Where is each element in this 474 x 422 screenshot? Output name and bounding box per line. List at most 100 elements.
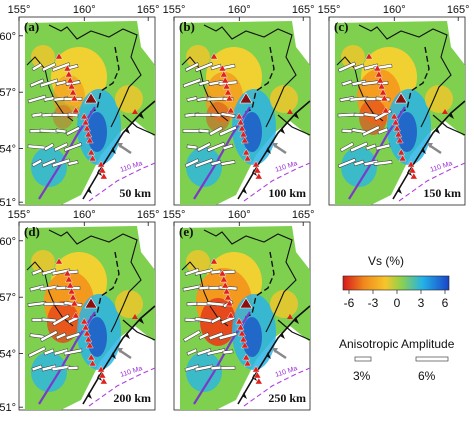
lon-tick-label: 155° xyxy=(163,209,186,221)
lon-tick-label: 155° xyxy=(318,4,341,16)
volcanoes xyxy=(210,52,263,180)
major-volcano xyxy=(239,92,253,104)
panel-label: (e) xyxy=(179,224,193,239)
lat-tick-label: 57° xyxy=(0,87,16,99)
anisotropy-swatch-3 xyxy=(354,356,372,362)
plate-motion-arrow xyxy=(118,348,132,360)
lat-tick-label: 51° xyxy=(0,402,16,414)
anisotropy-bars xyxy=(182,268,238,372)
lon-tick-label: 160° xyxy=(228,4,251,16)
aleutian-arc xyxy=(277,114,311,136)
lon-tick-label: 165° xyxy=(137,209,160,221)
anisotropy-bars xyxy=(27,268,83,372)
volcano-komandorsky xyxy=(132,314,138,319)
trench xyxy=(237,305,311,405)
lon-tick-label: 155° xyxy=(8,4,31,16)
lon-tick-label: 165° xyxy=(137,4,160,16)
lon-tick-label: 165° xyxy=(447,4,470,16)
volcano-komandorsky xyxy=(287,109,293,114)
colorbar-tick-label: 3 xyxy=(418,296,425,310)
dashed-boundary xyxy=(243,251,275,319)
colorbar: Vs (%) -6 -3 0 3 6 xyxy=(342,254,450,310)
lon-tick-label: 160° xyxy=(228,209,251,221)
panel-label: (c) xyxy=(334,19,348,34)
lat-tick-label: 51° xyxy=(0,197,16,209)
volcanoes xyxy=(55,52,108,180)
depth-label: 100 km xyxy=(268,186,306,200)
lat-tick-label: 54° xyxy=(0,349,16,361)
plate-age-line xyxy=(398,162,466,202)
aleutian-arc xyxy=(122,114,156,136)
dashed-boundary xyxy=(243,46,275,114)
colorbar-tick-label: 0 xyxy=(394,296,401,310)
lon-tick-label: 165° xyxy=(292,4,315,16)
trench xyxy=(82,305,156,405)
major-volcano xyxy=(394,92,408,104)
colorbar-scale xyxy=(342,275,450,291)
trench xyxy=(82,100,156,200)
volcanoes xyxy=(55,257,108,385)
volcanoes xyxy=(210,257,263,385)
coastline xyxy=(203,24,297,128)
plate-age-line xyxy=(88,367,156,407)
plate-age-line xyxy=(243,367,311,407)
coastline xyxy=(358,24,452,128)
anisotropy-label-3: 3% xyxy=(353,369,371,383)
volcano-komandorsky xyxy=(442,109,448,114)
major-volcano xyxy=(84,297,98,309)
colorbar-title: Vs (%) xyxy=(368,254,404,268)
dashed-boundary xyxy=(88,251,120,319)
lon-tick-label: 160° xyxy=(383,4,406,16)
depth-label: 250 km xyxy=(268,391,306,405)
aleutian-arc xyxy=(432,114,466,136)
coastline xyxy=(48,229,142,333)
lon-tick-label: 160° xyxy=(73,4,96,16)
anisotropy-bars xyxy=(27,62,83,168)
anisotropy-legend-title: Anisotropic Amplitude xyxy=(339,337,455,351)
plate-age-line xyxy=(243,162,311,202)
volcano-komandorsky xyxy=(132,109,138,114)
panel-label: (d) xyxy=(24,224,40,239)
anisotropy-legend: Anisotropic Amplitude 3% 6% xyxy=(339,337,455,383)
coastline xyxy=(48,24,142,128)
depth-label: 150 km xyxy=(423,186,461,200)
lat-tick-label: 60° xyxy=(0,31,16,43)
lon-tick-label: 155° xyxy=(8,209,31,221)
dashed-boundary xyxy=(88,46,120,114)
coastline-west xyxy=(181,56,229,122)
colorbar-tick-label: -6 xyxy=(344,296,355,310)
major-volcano xyxy=(84,92,98,104)
colorbar-tick-label: -3 xyxy=(368,296,379,310)
coastline xyxy=(203,229,297,333)
aleutian-arc xyxy=(277,319,311,341)
lat-tick-label: 54° xyxy=(0,144,16,156)
panel-label: (a) xyxy=(24,19,39,34)
coastline-west xyxy=(26,56,74,122)
volcanoes xyxy=(365,52,418,180)
lat-tick-label: 60° xyxy=(0,236,16,248)
anisotropy-label-6: 6% xyxy=(418,369,436,383)
coastline-west xyxy=(336,56,384,122)
trench xyxy=(392,100,466,200)
plate-age-line xyxy=(88,162,156,202)
depth-label: 50 km xyxy=(119,186,151,200)
major-volcano xyxy=(239,297,253,309)
trench xyxy=(237,100,311,200)
lat-tick-label: 57° xyxy=(0,292,16,304)
lon-tick-label: 155° xyxy=(163,4,186,16)
anisotropy-swatch-6 xyxy=(415,356,449,362)
volcano-komandorsky xyxy=(287,314,293,319)
colorbar-tick-label: 6 xyxy=(442,296,449,310)
depth-label: 200 km xyxy=(113,391,151,405)
dashed-boundary xyxy=(398,46,430,114)
aleutian-arc xyxy=(122,319,156,341)
lon-tick-label: 165° xyxy=(292,209,315,221)
anisotropy-bars xyxy=(337,61,393,169)
lon-tick-label: 160° xyxy=(73,209,96,221)
